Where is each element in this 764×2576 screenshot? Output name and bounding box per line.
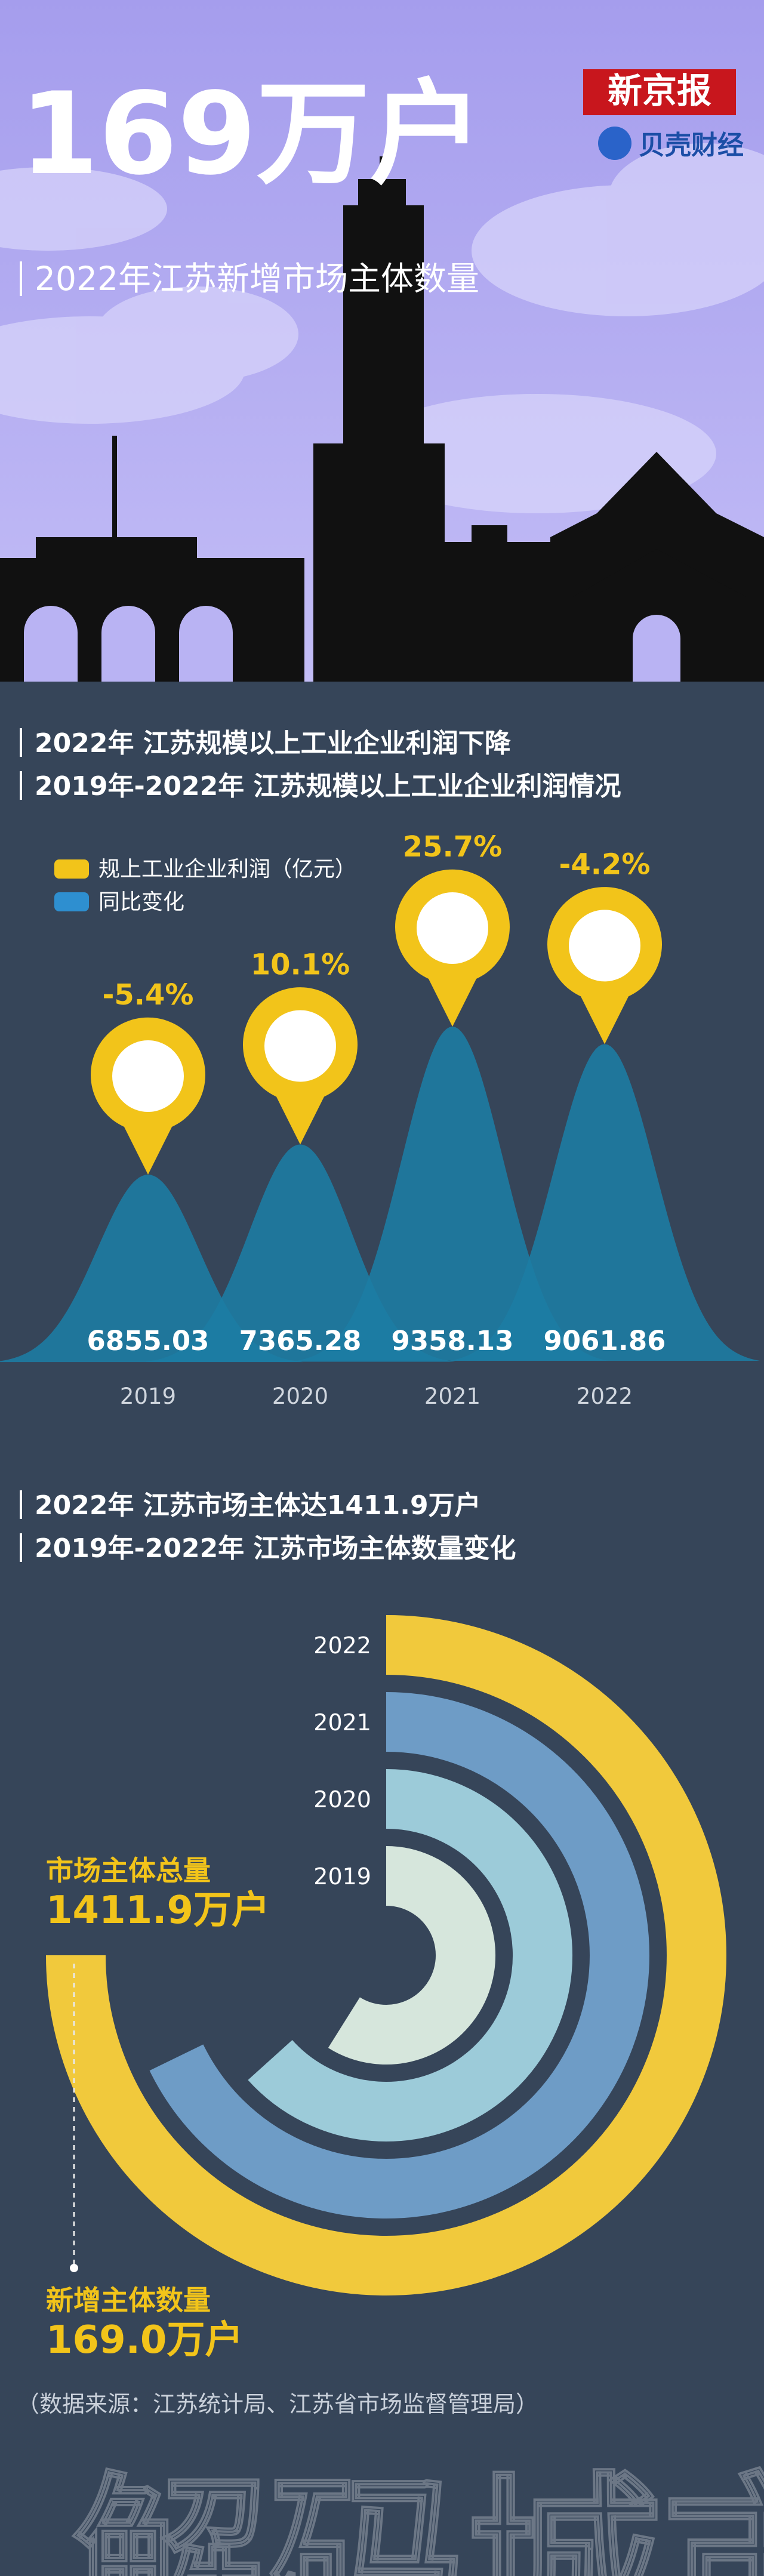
pin-hole <box>569 910 640 982</box>
annotation-label: 市场主体总量 <box>46 1854 211 1887</box>
value-label: 7365.28 <box>239 1325 362 1357</box>
change-label: -5.4% <box>102 978 193 1012</box>
arches <box>24 606 680 682</box>
annotation-value: 1411.9万户 <box>46 1888 270 1933</box>
legend-swatch <box>54 859 89 879</box>
subtitle: 2022年江苏新增市场主体数量 <box>35 260 479 298</box>
ring <box>149 1692 649 2218</box>
change-label: 10.1% <box>251 948 350 981</box>
mountains <box>0 1027 760 1363</box>
x-tick-label: 2020 <box>272 1383 328 1409</box>
legend-label: 规上工业企业利润（亿元） <box>98 857 356 882</box>
brand-icon <box>598 127 631 160</box>
annotation-value: 169.0万户 <box>46 2318 243 2362</box>
bar <box>20 1533 22 1562</box>
bar <box>20 728 22 757</box>
bar <box>20 261 22 296</box>
ring-label: 2021 <box>313 1709 371 1736</box>
pin-hole <box>112 1040 184 1112</box>
section-heading: 2022年 江苏规模以上工业企业利润下降 <box>35 728 511 759</box>
footer: 解码城市 <box>72 2455 764 2576</box>
mountain <box>449 1044 760 1361</box>
value-label: 9061.86 <box>544 1325 666 1357</box>
change-label: -4.2% <box>559 848 650 881</box>
source: （数据来源：江苏统计局、江苏省市场监督管理局） <box>17 2391 538 2417</box>
brand: 贝壳财经 <box>639 130 744 161</box>
section-heading: 2019年-2022年 江苏市场主体数量变化 <box>35 1533 516 1564</box>
annotation-label: 新增主体数量 <box>46 2284 211 2316</box>
bar <box>20 771 22 800</box>
ring <box>46 1615 726 2295</box>
leader-dot <box>70 2264 78 2272</box>
ring-label: 2019 <box>313 1863 371 1890</box>
logo: 新京报 <box>608 70 711 111</box>
section-heading: 2022年 江苏市场主体达1411.9万户 <box>35 1490 481 1521</box>
pin-hole <box>264 1010 336 1082</box>
x-tick-label: 2021 <box>424 1383 480 1409</box>
section-heading: 2019年-2022年 江苏规模以上工业企业利润情况 <box>35 771 621 802</box>
x-tick-label: 2022 <box>577 1383 633 1409</box>
legend-swatch <box>54 892 89 911</box>
value-label: 6855.03 <box>87 1325 210 1357</box>
bar <box>20 1490 22 1519</box>
logo-box <box>583 69 736 115</box>
legend-label: 同比变化 <box>98 890 184 914</box>
pin-hole <box>417 892 488 964</box>
main-title: 169万户 <box>20 68 483 200</box>
value-label: 9358.13 <box>392 1325 514 1357</box>
x-tick-label: 2019 <box>120 1383 176 1409</box>
ring <box>248 1769 573 2141</box>
ring-label: 2020 <box>313 1786 371 1813</box>
ring <box>328 1846 495 2065</box>
change-label: 25.7% <box>403 830 503 864</box>
ring-label: 2022 <box>313 1632 371 1659</box>
